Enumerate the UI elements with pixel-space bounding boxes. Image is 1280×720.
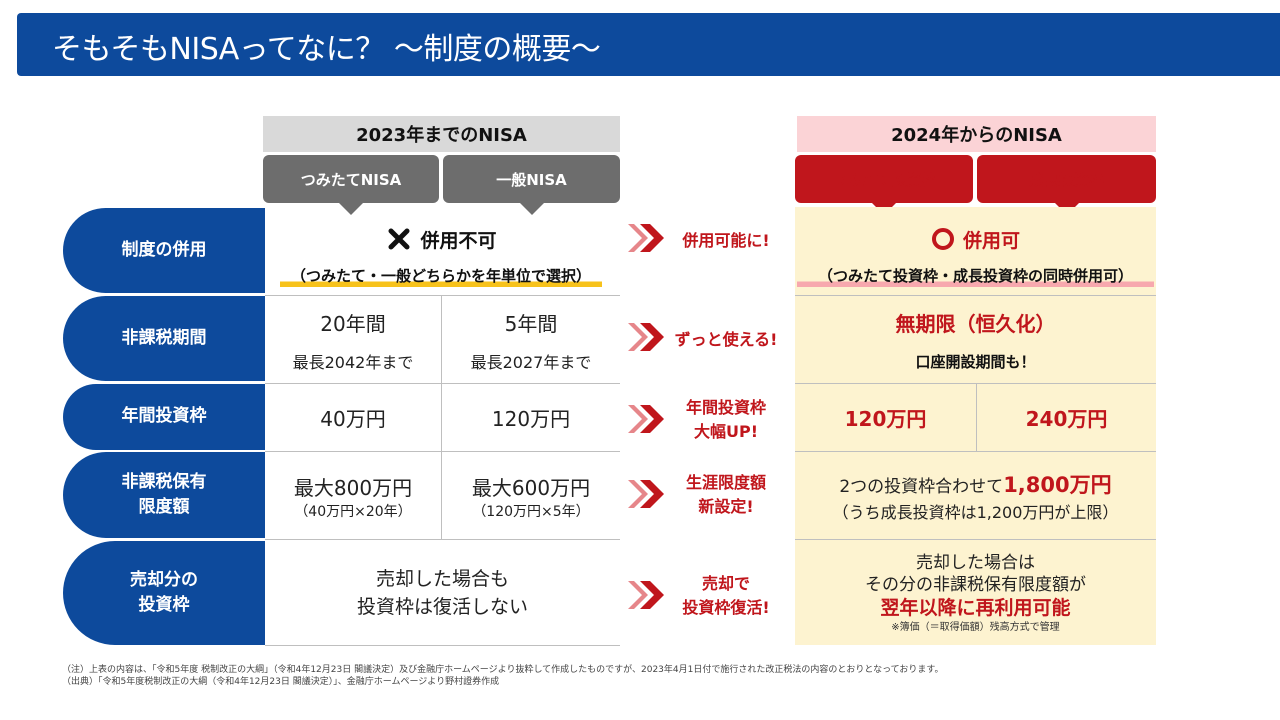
divider <box>441 296 442 539</box>
tab-tsumitate-toushiwaku: つみたて投資枠 <box>795 155 973 203</box>
tab-tsumitate-nisa: つみたてNISA <box>263 155 439 203</box>
arrow-label-heiyou: 併用可能に! <box>682 231 770 250</box>
row-label-hikazei-kikan: 非課税期間 <box>63 296 265 381</box>
arrow-label-baikyaku: 売却で 投資枠復活! <box>682 574 770 617</box>
divider <box>265 645 620 646</box>
arrow-label-gendogaku: 生涯限度額 新設定! <box>685 473 766 516</box>
divider <box>795 383 1156 384</box>
page-title: そもそもNISAってなに？ ～制度の概要～ <box>52 32 601 67</box>
old-nisa-header: 2023年までのNISA <box>263 116 620 152</box>
old-heiyou-sub: （つみたて・一般どちらかを年単位で選択） <box>280 263 602 287</box>
new-seichou-nenkan-waku: 240万円 <box>1025 407 1108 431</box>
new-heiyou-main: 併用可 <box>795 222 1156 256</box>
divider <box>265 295 620 296</box>
new-tsumitate-nenkan-waku: 120万円 <box>844 407 927 431</box>
footnote-note: （注）上表の内容は、「令和5年度 税制改正の大綱」（令和4年12月23日 閣議決… <box>62 665 944 675</box>
ippan-nenkan-waku: 120万円 <box>491 407 571 431</box>
new-nisa-header: 2024年からのNISA <box>797 116 1156 152</box>
ippan-hikazei-kikan: 5年間 最長2027年まで <box>470 311 592 372</box>
divider <box>795 295 1156 296</box>
new-heiyou-sub: （つみたて投資枠・成長投資枠の同時併用可） <box>797 263 1154 287</box>
new-gendogaku: 2つの投資枠合わせて 1,800万円 （うち成長投資枠は1,200万円が上限） <box>832 473 1119 522</box>
chevron-right-icon <box>628 480 664 508</box>
tsumitate-nenkan-waku: 40万円 <box>320 407 386 431</box>
tsumitate-gendogaku: 最大800万円 （40万円×20年） <box>293 475 413 520</box>
footnotes: （注）上表の内容は、「令和5年度 税制改正の大綱」（令和4年12月23日 閣議決… <box>62 664 943 688</box>
tab-seichou-toushiwaku: 成長投資枠 <box>977 155 1156 203</box>
tab-ippan-nisa: 一般NISA <box>443 155 620 203</box>
chevron-right-icon <box>628 323 664 351</box>
cross-icon <box>388 228 410 250</box>
new-hikazei-kikan: 無期限（恒久化） 口座開設期間も！ <box>895 312 1056 371</box>
arrow-label-hikazei-kikan: ずっと使える! <box>674 330 778 349</box>
row-label-hoyuu-gendogaku: 非課税保有 限度額 <box>63 452 265 538</box>
footnote-source: （出典）「令和5年度税制改正の大綱（令和4年12月23日 閣議決定）」、金融庁ホ… <box>62 677 500 688</box>
arrow-label-nenkan-waku: 年間投資枠 大幅UP! <box>685 398 766 441</box>
ippan-gendogaku: 最大600万円 （120万円×5年） <box>471 475 591 520</box>
divider <box>265 451 620 452</box>
row-label-baikyaku-toushiwaku: 売却分の 投資枠 <box>63 541 265 645</box>
divider <box>976 384 977 451</box>
chevron-right-icon <box>628 224 664 252</box>
row-label-nenkan-toushiwaku: 年間投資枠 <box>63 384 265 450</box>
divider <box>265 383 620 384</box>
divider <box>795 451 1156 452</box>
new-baikyaku: 売却した場合は その分の非課税保有限度額が 翌年以降に再利用可能 ※簿価（＝取得… <box>865 553 1086 633</box>
old-baikyaku: 売却した場合も 投資枠は復活しない <box>356 568 528 618</box>
chevron-right-icon <box>628 405 664 433</box>
circle-icon <box>931 228 954 250</box>
row-label-heiyou: 制度の併用 <box>63 208 265 293</box>
divider <box>265 539 620 540</box>
tsumitate-hikazei-kikan: 20年間 最長2042年まで <box>292 311 414 372</box>
divider <box>795 539 1156 540</box>
title-banner <box>17 13 1280 76</box>
old-heiyou-main: 併用不可 <box>265 222 620 256</box>
chevron-right-icon <box>628 581 664 609</box>
